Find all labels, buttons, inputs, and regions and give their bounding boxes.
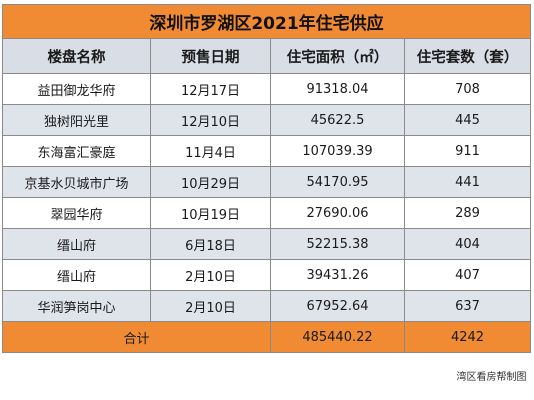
table-row: 京基水贝城市广场 10月29日 54170.95 441 bbox=[2, 166, 532, 198]
cell-name: 翠园华府 bbox=[2, 197, 151, 229]
cell-name: 独树阳光里 bbox=[2, 104, 151, 136]
column-header-area: 住宅面积（㎡） bbox=[270, 38, 405, 74]
cell-area: 45622.5 bbox=[270, 104, 405, 136]
cell-units: 407 bbox=[403, 259, 532, 291]
cell-area: 27690.06 bbox=[270, 197, 405, 229]
column-header-date: 预售日期 bbox=[150, 38, 271, 74]
cell-units: 289 bbox=[403, 197, 532, 229]
total-row: 合计 485440.22 4242 bbox=[2, 321, 532, 353]
cell-date: 11月4日 bbox=[150, 135, 271, 167]
cell-area: 107039.39 bbox=[270, 135, 405, 167]
title-row: 深圳市罗湖区2021年住宅供应 bbox=[1, 4, 532, 39]
footer-credit: 湾区看房帮制图 bbox=[2, 352, 531, 385]
cell-name: 缙山府 bbox=[2, 259, 151, 291]
cell-units: 445 bbox=[403, 104, 532, 136]
table-row: 益田御龙华府 12月17日 91318.04 708 bbox=[2, 73, 532, 105]
cell-units: 441 bbox=[403, 166, 532, 198]
cell-units: 404 bbox=[403, 228, 532, 260]
cell-date: 12月17日 bbox=[150, 73, 271, 105]
cell-date: 2月10日 bbox=[150, 290, 271, 322]
cell-date: 6月18日 bbox=[150, 228, 271, 260]
cell-area: 52215.38 bbox=[270, 228, 405, 260]
cell-units: 911 bbox=[403, 135, 532, 167]
column-header-name: 楼盘名称 bbox=[2, 38, 151, 74]
cell-date: 12月10日 bbox=[150, 104, 271, 136]
cell-area: 91318.04 bbox=[270, 73, 405, 105]
table-row: 独树阳光里 12月10日 45622.5 445 bbox=[2, 104, 532, 136]
table-row: 华润笋岗中心 2月10日 67952.64 637 bbox=[2, 290, 532, 322]
footer-row: 湾区看房帮制图 bbox=[2, 352, 531, 385]
total-label: 合计 bbox=[2, 321, 271, 353]
cell-units: 708 bbox=[403, 73, 532, 105]
table-row: 缙山府 2月10日 39431.26 407 bbox=[2, 259, 532, 291]
cell-area: 39431.26 bbox=[270, 259, 405, 291]
column-header-units: 住宅套数（套） bbox=[403, 38, 532, 74]
header-row: 楼盘名称 预售日期 住宅面积（㎡） 住宅套数（套） bbox=[2, 38, 532, 74]
cell-date: 2月10日 bbox=[150, 259, 271, 291]
cell-name: 华润笋岗中心 bbox=[2, 290, 151, 322]
cell-name: 东海富汇豪庭 bbox=[2, 135, 151, 167]
total-area: 485440.22 bbox=[270, 321, 405, 353]
cell-date: 10月29日 bbox=[150, 166, 271, 198]
cell-name: 益田御龙华府 bbox=[2, 73, 151, 105]
table-title: 深圳市罗湖区2021年住宅供应 bbox=[1, 4, 532, 39]
cell-units: 637 bbox=[403, 290, 532, 322]
cell-name: 缙山府 bbox=[2, 228, 151, 260]
table-row: 东海富汇豪庭 11月4日 107039.39 911 bbox=[2, 135, 532, 167]
cell-area: 67952.64 bbox=[270, 290, 405, 322]
cell-date: 10月19日 bbox=[150, 197, 271, 229]
supply-table: 深圳市罗湖区2021年住宅供应 楼盘名称 预售日期 住宅面积（㎡） 住宅套数（套… bbox=[1, 4, 532, 385]
cell-name: 京基水贝城市广场 bbox=[2, 166, 151, 198]
cell-area: 54170.95 bbox=[270, 166, 405, 198]
total-units: 4242 bbox=[403, 321, 532, 353]
table-row: 缙山府 6月18日 52215.38 404 bbox=[2, 228, 532, 260]
table-row: 翠园华府 10月19日 27690.06 289 bbox=[2, 197, 532, 229]
